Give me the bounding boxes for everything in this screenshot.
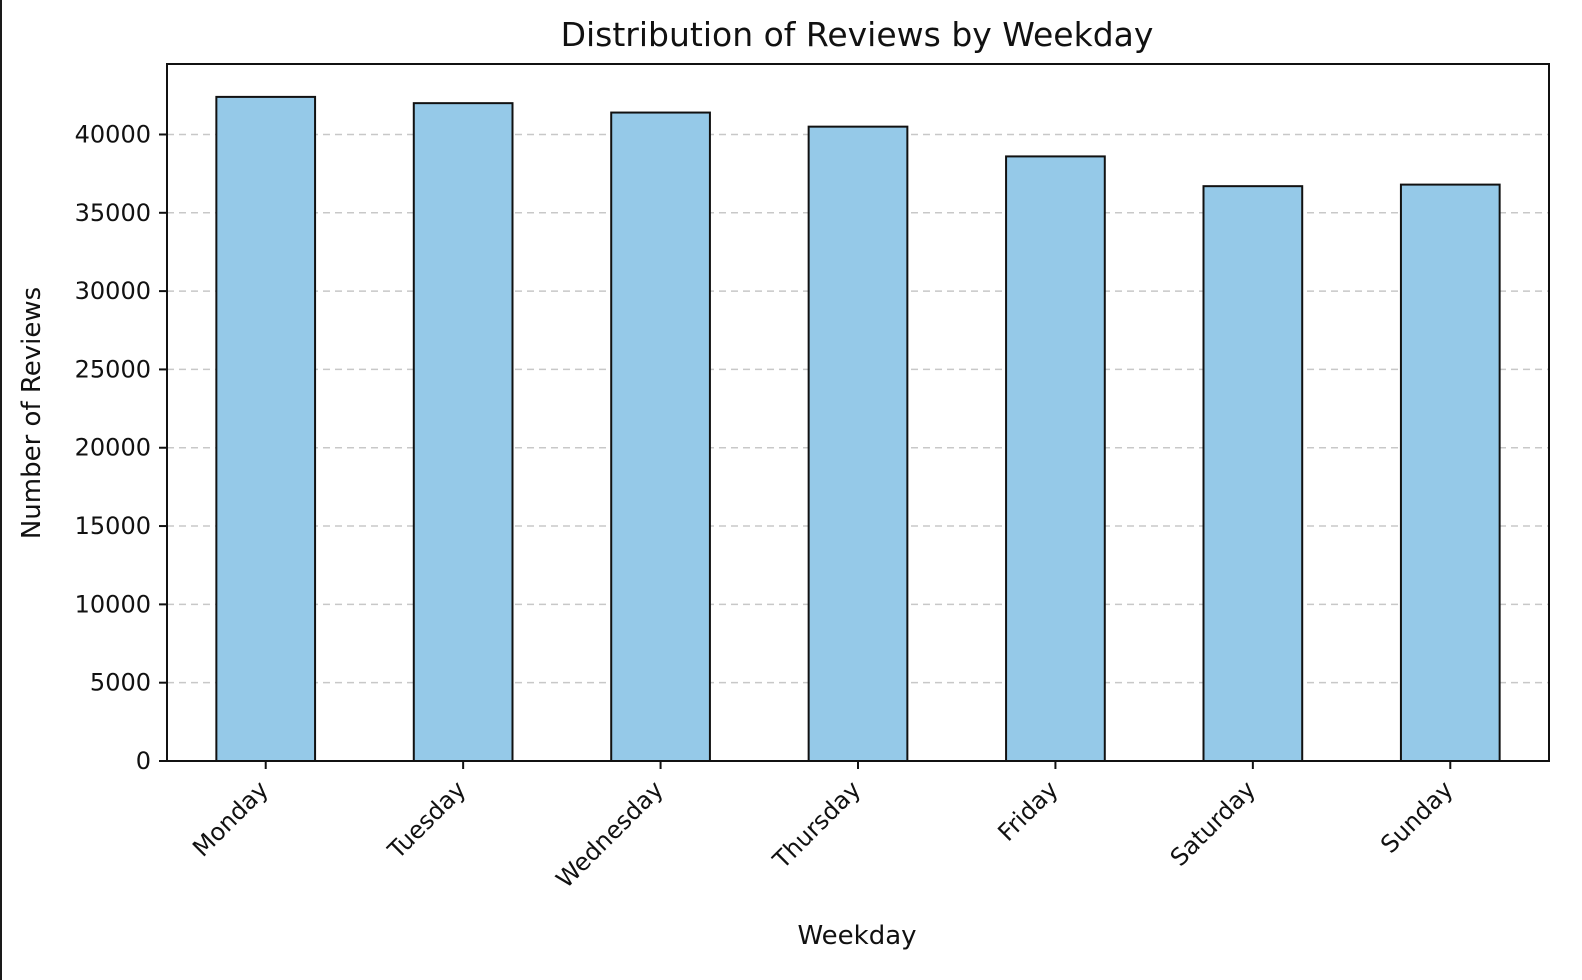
y-tick-label: 0 (136, 747, 151, 775)
bar-sunday (1399, 183, 1501, 762)
plot-frame (166, 63, 1550, 762)
x-tick-label-monday: Monday (187, 775, 274, 862)
y-tick-label: 10000 (75, 590, 151, 618)
bar-monday (215, 95, 317, 762)
y-axis-label: Number of Reviews (17, 287, 47, 539)
x-tick-label-friday: Friday (992, 775, 1063, 846)
x-tick-label-thursday: Thursday (767, 775, 866, 874)
left-edge-line (0, 0, 2, 980)
y-axis-ticks: 0 5000 10000 15000 20000 25000 30000 35000 40000 (75, 120, 167, 775)
x-tick-label-tuesday: Tuesday (382, 775, 472, 865)
chart-title: Distribution of Reviews by Weekday (561, 15, 1154, 54)
x-axis-ticks: Monday Tuesday Wednesday Thursday Friday Satu… (187, 761, 1459, 893)
bar-tuesday (412, 102, 514, 763)
y-tick-label: 15000 (75, 512, 151, 540)
bar-saturday (1202, 185, 1304, 763)
grid-lines (167, 133, 1549, 684)
bars (215, 95, 1501, 763)
bar-friday (1005, 155, 1106, 762)
bar-wednesday (610, 111, 711, 762)
x-tick-label-saturday: Saturday (1165, 775, 1261, 871)
x-tick-label-sunday: Sunday (1375, 775, 1458, 858)
y-tick-label: 25000 (75, 355, 151, 383)
y-tick-label: 20000 (75, 434, 151, 462)
x-axis-label: Weekday (797, 921, 916, 951)
y-tick-label: 35000 (75, 199, 151, 227)
y-tick-label: 30000 (75, 277, 151, 305)
y-tick-label: 40000 (75, 120, 151, 148)
bar-thursday (807, 125, 909, 763)
y-tick-label: 5000 (90, 669, 151, 697)
x-tick-label-wednesday: Wednesday (551, 775, 669, 893)
